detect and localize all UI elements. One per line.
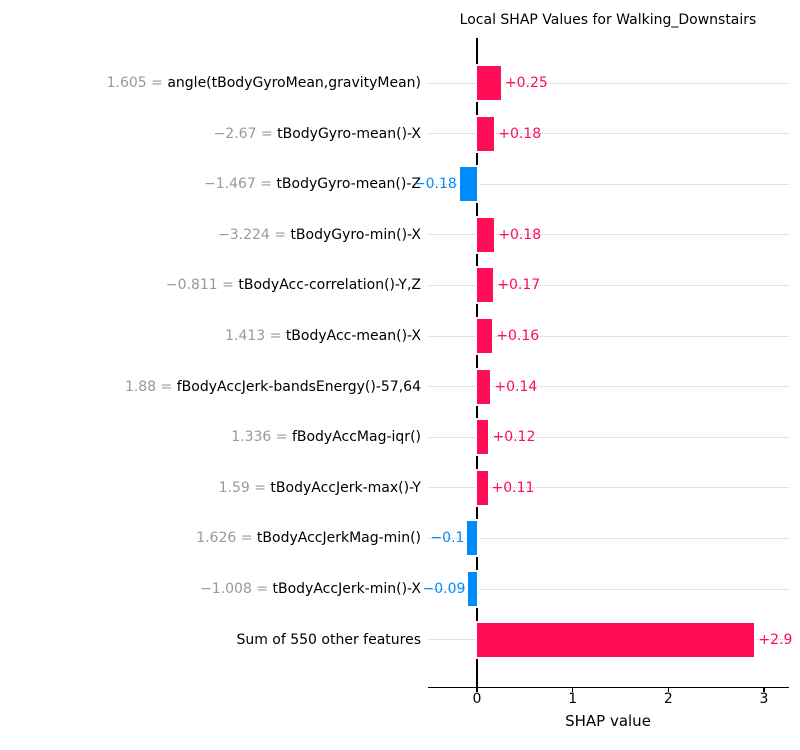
- feature-label: −3.224 = tBodyGyro-min()-X: [218, 225, 421, 245]
- feature-name: fBodyAccJerk-bandsEnergy()-57,64: [176, 378, 421, 395]
- feature-name: tBodyAcc-correlation()-Y,Z: [238, 277, 421, 294]
- feature-label: 1.413 = tBodyAcc-mean()-X: [225, 326, 421, 346]
- row-gridline: [428, 133, 789, 135]
- feature-value: 1.626 =: [196, 530, 257, 547]
- shap-value-label: −0.09: [422, 581, 466, 597]
- shap-bar-positive: [474, 317, 495, 355]
- chart-title: Local SHAP Values for Walking_Downstairs: [459, 12, 757, 28]
- feature-value: 1.336 =: [231, 429, 292, 446]
- feature-value: 1.88 =: [124, 378, 177, 395]
- x-axis-title: SHAP value: [565, 712, 651, 730]
- shap-bar-positive: [474, 266, 496, 305]
- shap-bar-negative: [465, 519, 479, 558]
- row-gridline: [428, 537, 789, 539]
- shap-value-label: +0.16: [496, 328, 540, 344]
- shap-bar-positive: [474, 418, 491, 457]
- x-axis-tick: [572, 688, 574, 693]
- shap-value-label: +0.25: [504, 75, 548, 91]
- row-gridline: [428, 284, 789, 286]
- feature-name: tBodyAccJerk-max()-Y: [270, 479, 421, 496]
- x-axis-tick-label: 0: [472, 691, 482, 707]
- shap-value-label: −0.1: [430, 530, 465, 547]
- shap-value-label: +0.12: [492, 429, 536, 446]
- feature-label: −1.008 = tBodyAccJerk-min()-X: [200, 579, 421, 599]
- feature-value: 1.413 =: [225, 328, 286, 344]
- shap-bar-positive: [474, 215, 497, 254]
- feature-label: −1.467 = tBodyGyro-mean()-Z: [204, 174, 421, 194]
- x-axis-tick-label: 1: [568, 691, 578, 707]
- feature-name: tBodyGyro-mean()-X: [277, 125, 421, 142]
- shap-value-label: +2.9: [758, 631, 793, 648]
- x-axis-tick-label: 3: [759, 691, 769, 707]
- feature-label: −0.811 = tBodyAcc-correlation()-Y,Z: [166, 275, 421, 295]
- feature-value: −3.224 =: [217, 226, 291, 243]
- shap-bar-positive: [475, 64, 503, 102]
- shap-value-label: +0.18: [498, 226, 542, 243]
- shap-bar-negative: [466, 570, 479, 608]
- row-gridline: [428, 588, 789, 590]
- shap-bar-positive: [474, 114, 497, 153]
- feature-name: angle(tBodyGyroMean,gravityMean): [167, 75, 421, 91]
- feature-name: tBodyAccJerk-min()-X: [272, 581, 421, 597]
- feature-label: 1.336 = fBodyAccMag-iqr(): [231, 427, 421, 447]
- feature-name: tBodyGyro-min()-X: [290, 226, 421, 243]
- x-axis-tick: [763, 688, 765, 693]
- feature-label: −2.67 = tBodyGyro-mean()-X: [214, 124, 421, 144]
- row-gridline: [428, 386, 789, 388]
- shap-value-label: +0.14: [494, 378, 538, 395]
- row-gridline: [428, 183, 789, 185]
- x-axis-tick: [667, 688, 669, 693]
- row-gridline: [428, 487, 789, 489]
- feature-label: Sum of 550 other features: [236, 630, 421, 650]
- shap-bar-negative: [457, 165, 480, 204]
- row-gridline: [428, 436, 789, 438]
- row-gridline: [428, 335, 789, 337]
- feature-value: 1.59 =: [218, 479, 271, 496]
- shap-value-label: +0.17: [497, 277, 541, 294]
- feature-value: −2.67 =: [213, 125, 278, 142]
- zero-line: [476, 38, 478, 687]
- row-gridline: [428, 234, 789, 236]
- feature-value: −1.467 =: [203, 176, 277, 193]
- feature-name: tBodyGyro-mean()-Z: [276, 176, 421, 193]
- feature-value: −1.008 =: [200, 581, 273, 597]
- row-gridline: [428, 82, 789, 84]
- feature-label: 1.605 = angle(tBodyGyroMean,gravityMean): [107, 73, 421, 93]
- shap-value-label: +0.18: [498, 125, 542, 142]
- feature-name: fBodyAccMag-iqr(): [291, 429, 421, 446]
- x-axis-line: [428, 687, 789, 689]
- feature-name: tBodyAccJerkMag-min(): [256, 530, 421, 547]
- shap-value-label: −0.18: [413, 176, 457, 193]
- x-axis-tick: [476, 688, 478, 693]
- x-axis-tick-label: 2: [663, 691, 673, 707]
- feature-label: 1.88 = fBodyAccJerk-bandsEnergy()-57,64: [125, 377, 421, 397]
- feature-value: 1.605 =: [106, 75, 168, 91]
- feature-label: 1.626 = tBodyAccJerkMag-min(): [196, 528, 421, 548]
- feature-name: Sum of 550 other features: [236, 631, 421, 648]
- feature-label: 1.59 = tBodyAccJerk-max()-Y: [219, 478, 421, 498]
- shap-bar-positive: [475, 468, 490, 507]
- shap-value-label: +0.11: [491, 479, 535, 496]
- shap-bar-positive: [474, 620, 757, 659]
- shap-bar-positive: [474, 367, 493, 406]
- feature-value: −0.811 =: [165, 277, 239, 294]
- feature-name: tBodyAcc-mean()-X: [285, 328, 421, 344]
